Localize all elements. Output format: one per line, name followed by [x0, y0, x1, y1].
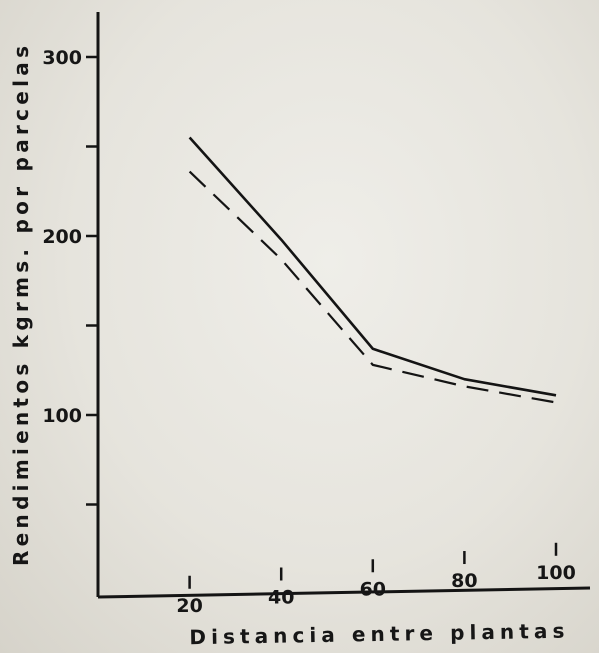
- y-axis-title: Rendimientos kgrms. por parcelas: [9, 46, 33, 566]
- series-line-solid: [188, 136, 557, 397]
- x-tick-label: 20: [176, 595, 202, 617]
- x-tick-label: 80: [451, 570, 477, 592]
- x-axis-line: [97, 586, 591, 599]
- x-tick-label: 100: [536, 562, 576, 584]
- tick-labels: 100 200 300 20 40 60 80 100: [42, 47, 576, 617]
- y-tick-label: 300: [42, 47, 82, 69]
- x-axis-title: Distancia entre plantas: [189, 619, 564, 650]
- y-tick-label: 200: [42, 226, 82, 248]
- x-tick-label: 40: [268, 587, 294, 609]
- y-tick-label: 100: [42, 405, 82, 427]
- series-lines: [188, 136, 557, 404]
- x-tick-label: 60: [360, 578, 386, 600]
- axis-ticks: [86, 55, 558, 589]
- axes: [96, 12, 591, 599]
- series-line-dashed: [188, 170, 557, 404]
